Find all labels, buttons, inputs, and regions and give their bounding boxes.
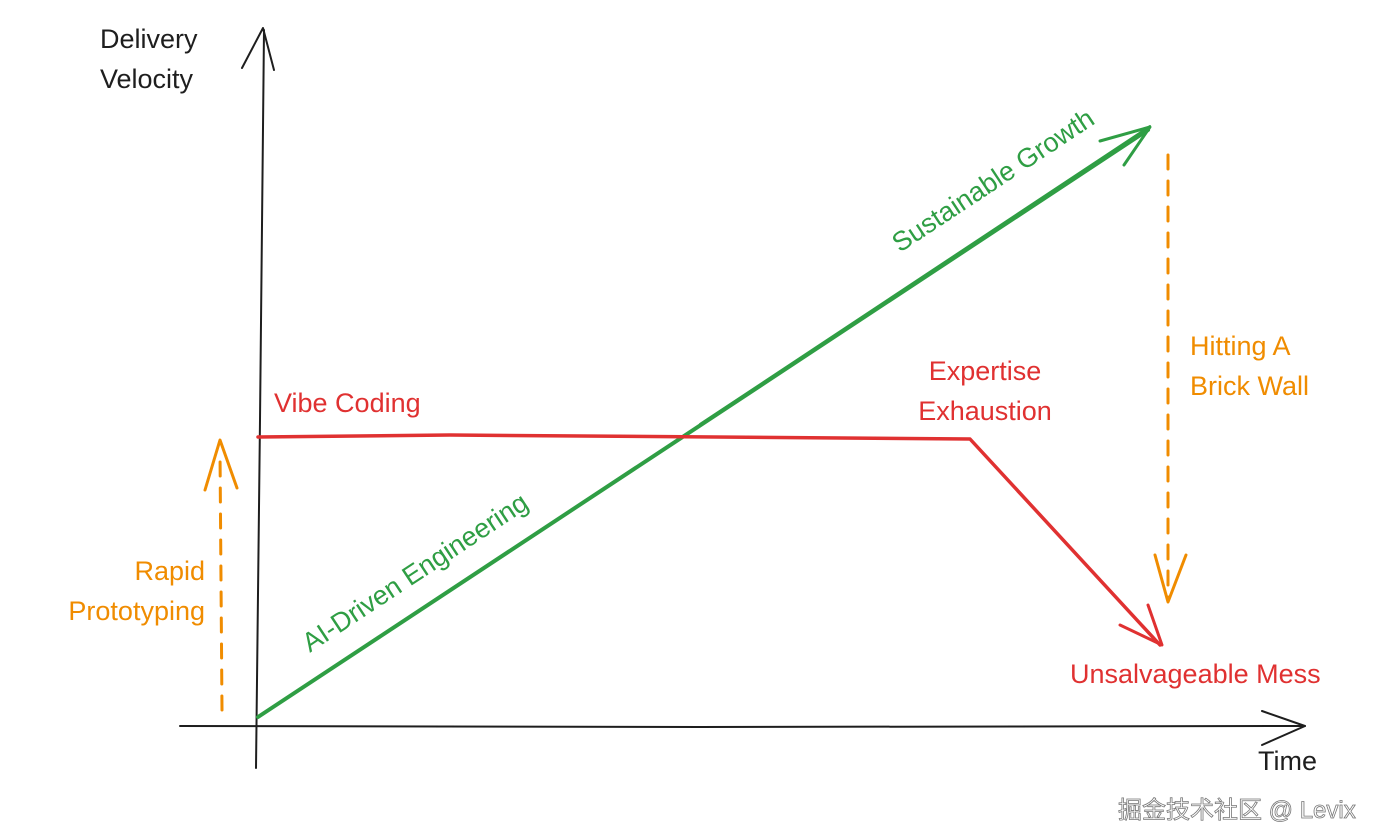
watermark: 掘金技术社区 @ Levix — [1118, 797, 1356, 824]
rapid-label-line2: Prototyping — [68, 596, 205, 626]
x-axis-arrowhead — [1261, 710, 1306, 746]
x-axis — [179, 725, 1306, 728]
red-arrowhead — [1118, 603, 1164, 647]
ai-driven-growth-line — [256, 128, 1150, 719]
y-axis-label-line1: Delivery — [100, 24, 198, 54]
brick-wall-label-line2: Brick Wall — [1190, 371, 1309, 401]
vibe-coding-label: Vibe Coding — [274, 388, 421, 418]
x-axis-label: Time — [1258, 746, 1317, 776]
vibe-coding-line — [256, 433, 1162, 647]
ai-driven-growth-line-shadow — [699, 125, 1151, 425]
expertise-label-line1: Expertise — [929, 356, 1042, 386]
y-axis-label-line2: Velocity — [100, 64, 194, 94]
orange-up-arrowhead — [203, 438, 239, 492]
brick-wall-label-line1: Hitting A — [1190, 331, 1291, 361]
y-axis — [255, 29, 265, 769]
mess-label: Unsalvageable Mess — [1070, 659, 1321, 689]
ai-driven-label: AI-Driven Engineering — [297, 487, 534, 658]
green-arrowhead — [1098, 125, 1152, 167]
rapid-prototyping-arrow — [218, 450, 224, 712]
y-axis-arrowhead — [241, 27, 275, 71]
expertise-label-line2: Exhaustion — [918, 396, 1052, 426]
rapid-label-line1: Rapid — [134, 556, 205, 586]
orange-down-arrowhead — [1153, 553, 1188, 604]
